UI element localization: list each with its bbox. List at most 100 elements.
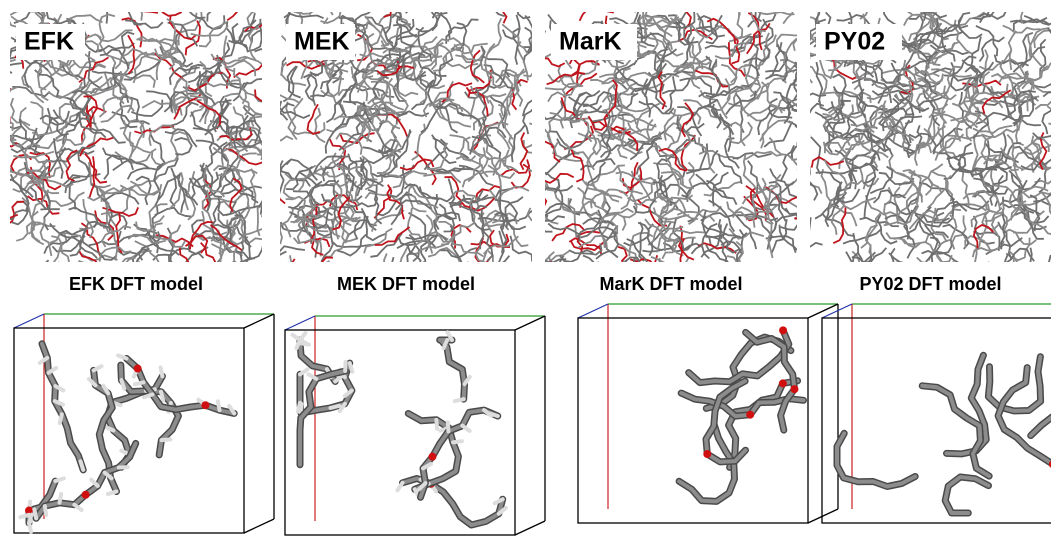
bond-chain <box>859 262 898 270</box>
bond-chain <box>171 132 189 154</box>
bond-chain <box>406 3 444 13</box>
bond-chain <box>258 205 270 236</box>
panel-caption: PY02 DFT model <box>859 274 1001 294</box>
bond-chain <box>503 0 509 23</box>
bond-chain <box>207 0 232 21</box>
oxygen <box>779 326 787 334</box>
bond-chain <box>1001 148 1021 182</box>
bond-chain <box>485 44 495 82</box>
bond-chain <box>316 258 333 289</box>
bond-chain <box>155 208 192 217</box>
box-front <box>822 318 1051 523</box>
bond-chain <box>580 159 615 170</box>
bond-chain <box>125 20 163 28</box>
panel-label: MarK <box>559 28 622 56</box>
oxygen <box>779 379 787 387</box>
bond-chain <box>303 261 329 288</box>
bond-chain <box>0 176 33 198</box>
bond-chain <box>532 189 546 224</box>
hydrogen <box>298 403 300 412</box>
bond-chain <box>635 0 670 12</box>
molecule <box>293 332 506 525</box>
bond-chain <box>981 128 1018 137</box>
bond-chain <box>785 50 809 81</box>
oxygen <box>790 385 798 393</box>
box-edge <box>285 316 315 330</box>
bond-chain <box>1042 106 1051 134</box>
hydrogen <box>161 439 170 440</box>
oxygen <box>201 401 209 409</box>
bond-chain <box>889 155 914 182</box>
bond-chain <box>23 260 48 286</box>
bond <box>837 433 915 486</box>
bond-chain <box>760 120 792 141</box>
bond-chain <box>665 76 676 112</box>
molecule <box>20 344 234 532</box>
bond-chain <box>79 250 112 270</box>
bond-chain <box>880 0 900 27</box>
bond-chain <box>250 233 285 243</box>
box-front <box>285 330 515 535</box>
bond-chain <box>792 126 803 161</box>
bond-chain <box>535 213 553 232</box>
bond-chain <box>794 177 818 201</box>
panel-caption: MEK DFT model <box>337 274 475 294</box>
box-edge <box>244 519 274 533</box>
hydrogen <box>29 523 31 532</box>
bond-chain <box>974 225 994 249</box>
panel-caption: MarK DFT model <box>599 274 742 294</box>
box-edge <box>515 316 545 330</box>
hydrogen <box>20 515 29 517</box>
bond-chain <box>524 140 547 170</box>
bond <box>988 357 1040 411</box>
bond-chain <box>412 124 425 160</box>
hydrogen <box>397 483 402 490</box>
box-edge <box>578 304 608 318</box>
hydrogen <box>161 367 163 376</box>
bond-chain <box>781 145 794 181</box>
bond-chain <box>548 74 580 85</box>
bond-chain <box>171 225 186 247</box>
panel-caption: EFK DFT model <box>69 274 203 294</box>
oxygen <box>703 450 711 458</box>
bond-chain <box>866 225 878 257</box>
bond-chain <box>251 169 256 208</box>
bond-chain <box>786 62 812 83</box>
bond-chain <box>535 186 573 194</box>
bond-chain <box>0 87 18 107</box>
bond-chain <box>4 89 12 124</box>
bond-chain <box>519 191 543 219</box>
hydrogen <box>218 401 220 410</box>
bond-chain <box>639 102 674 114</box>
network-panel: MarK MarK DFT model <box>524 0 831 302</box>
bond-chain <box>523 90 551 116</box>
hydrogen <box>161 392 163 401</box>
hydrogen <box>144 394 153 397</box>
bond-chain <box>1028 34 1046 70</box>
bond-chain <box>789 121 812 151</box>
bond-outline <box>36 443 136 518</box>
bond-chain <box>119 6 158 13</box>
bond-chain <box>980 0 997 23</box>
hydrogen <box>453 441 462 442</box>
hydrogen <box>59 494 61 503</box>
bond-chain <box>755 8 794 14</box>
bond-chain <box>1003 26 1041 33</box>
bond-chain <box>505 135 513 170</box>
hydrogen <box>331 406 340 408</box>
bond-chain <box>210 257 222 291</box>
bond-chain <box>49 192 84 206</box>
bond-chain <box>383 172 416 193</box>
bond-chain <box>540 261 557 291</box>
bond-chain <box>1042 193 1051 220</box>
bond-chain <box>794 228 823 247</box>
bond-chain <box>261 173 268 214</box>
bond-chain <box>146 91 170 112</box>
bond-chain <box>0 60 16 76</box>
bond <box>42 344 83 470</box>
bond-chain <box>170 168 176 206</box>
hydrogen <box>74 505 81 510</box>
hydrogen <box>135 382 144 384</box>
